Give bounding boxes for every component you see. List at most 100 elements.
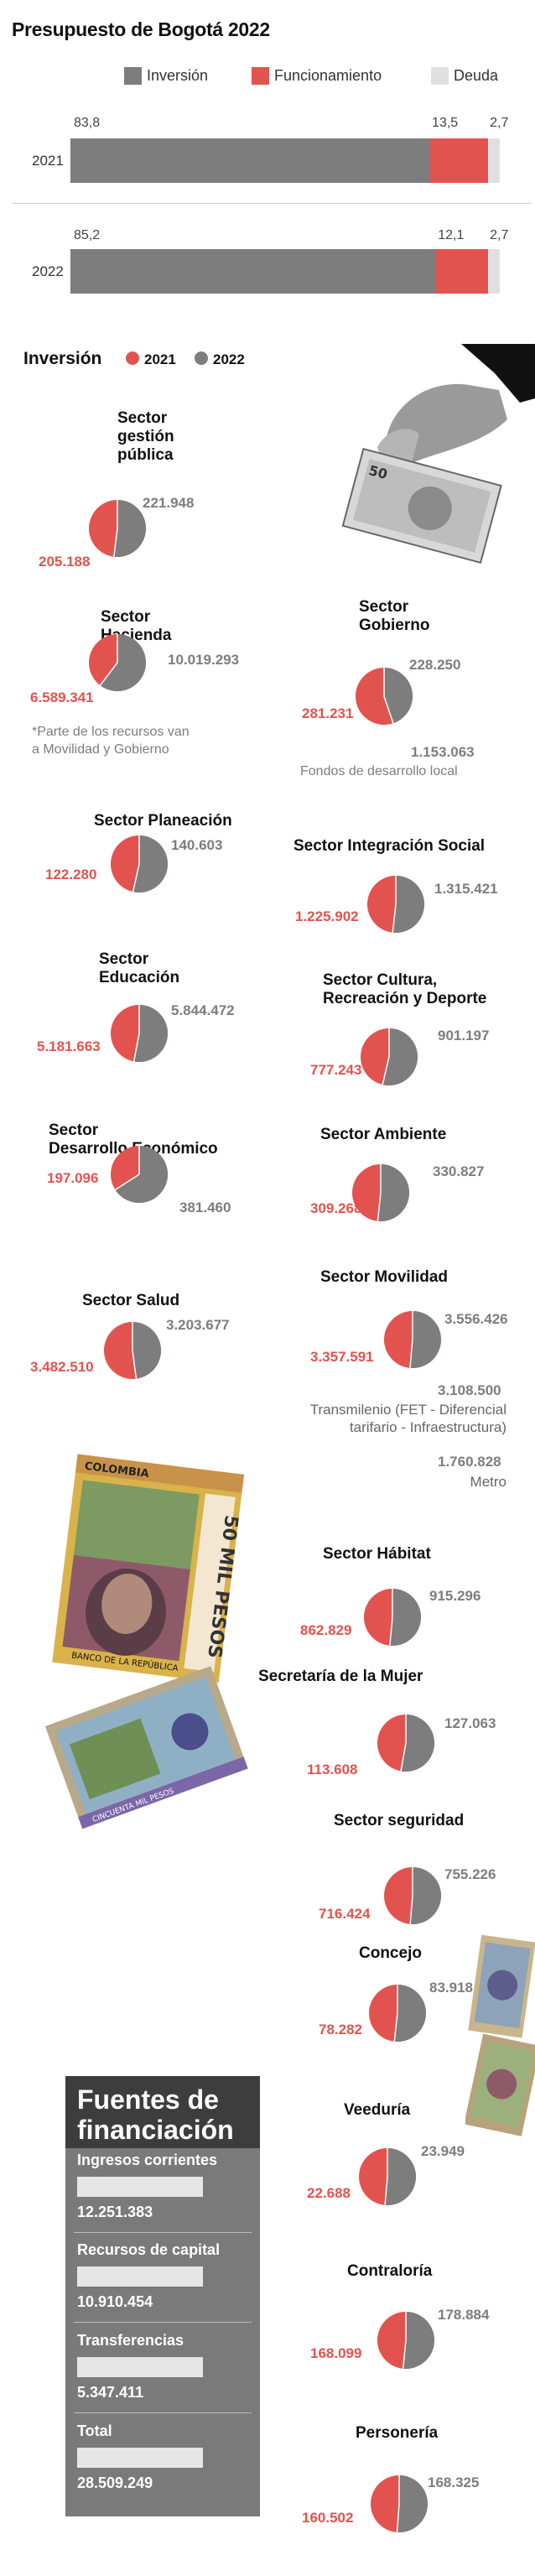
bar-value-label: 2,7 <box>490 116 509 130</box>
legend-label-2021: 2021 <box>144 351 176 367</box>
legend-swatch <box>124 67 142 85</box>
pie-value-2022: 83.918 <box>429 1980 473 1996</box>
pie-value-2022: 23.949 <box>421 2143 465 2159</box>
pie-slice-2022 <box>377 1164 409 1221</box>
pie-value-2021: 5.181.663 <box>37 1038 101 1054</box>
pie-1 <box>89 500 146 557</box>
pie-value-2022: 3.203.677 <box>166 1317 230 1333</box>
pie-value-2021: 22.688 <box>307 2185 351 2201</box>
pie-value-2022: 221.948 <box>143 495 195 511</box>
legend-swatch <box>252 67 269 85</box>
financing-item-label: Total <box>77 2422 112 2439</box>
pie-divider <box>400 1742 407 1772</box>
pie-slice-2022 <box>403 2312 434 2369</box>
pie-slice-2022 <box>397 2475 428 2532</box>
hand-holding-banknote-illustration: 50 <box>341 344 535 565</box>
pie-value-2022: 381.460 <box>179 1200 231 1215</box>
pie-divider <box>377 1192 382 1221</box>
pie-value-2021: 160.502 <box>302 2510 354 2526</box>
title-line: Educación <box>99 969 180 986</box>
legend-label: Inversión <box>147 67 209 84</box>
bar-segment-deuda <box>488 138 500 183</box>
pie-11 <box>384 1311 441 1368</box>
financing-separator <box>74 2322 252 2323</box>
pie-slice-2022 <box>385 2148 416 2205</box>
pie-value-2022: 10.019.293 <box>168 652 240 668</box>
sector-title-gestion: Sector gestión pública <box>117 409 174 465</box>
sector-title-ambiente: Sector Ambiente <box>320 1126 447 1143</box>
title-line: Sector <box>359 598 409 616</box>
pie-slice-2022 <box>113 500 146 557</box>
banknote-illustration: COLOMBIA 50 MIL PESOS BANCO DE LA REPÚBL… <box>44 1454 248 1829</box>
sector-title-habitat: Sector Hábitat <box>323 1545 431 1563</box>
pie-value-2022: 178.884 <box>438 2307 490 2323</box>
pie-divider <box>132 863 140 892</box>
pie-value-2022: 168.325 <box>428 2475 480 2490</box>
pie-divider <box>114 1174 140 1190</box>
bar-segment-deuda <box>488 249 500 294</box>
bar-segment-funcionamiento <box>430 138 489 183</box>
pie-slice-2022 <box>382 1028 418 1085</box>
pie-divider <box>132 1350 138 1379</box>
pie-14 <box>384 1867 441 1924</box>
pie-slice-2022 <box>392 876 424 933</box>
financing-item-bar <box>77 2448 203 2468</box>
pie-slice-2022 <box>132 1322 161 1379</box>
bar-segment-funcionamiento <box>436 249 489 294</box>
legend-label: Deuda <box>454 67 499 84</box>
movilidad-transmilenio-value: 3.108.500 <box>438 1382 501 1398</box>
note-line: a Movilidad y Gobierno <box>32 742 169 757</box>
sector-title-contraloria: Contraloría <box>347 2262 433 2280</box>
pie-slice-2022 <box>410 1867 441 1924</box>
financing-separator <box>74 2232 252 2233</box>
title-line: Sector Cultura, <box>323 971 438 989</box>
pie-divider <box>382 1056 390 1085</box>
pie-value-2021: 3.482.510 <box>30 1359 94 1375</box>
pie-value-2022: 330.827 <box>433 1163 485 1179</box>
pie-divider <box>384 2176 388 2205</box>
pie-divider <box>402 2339 407 2369</box>
financing-item-bar <box>77 2357 203 2377</box>
financing-heading: Fuentes de financiación <box>77 2084 234 2145</box>
title-line: Sector <box>101 608 151 626</box>
financing-item-value: 28.509.249 <box>77 2475 153 2491</box>
note-line: *Parte de los recursos van <box>32 725 190 739</box>
pie-value-2021: 309.268 <box>310 1200 362 1216</box>
legend-dot-2022 <box>195 351 208 365</box>
pie-slice-2022 <box>132 835 168 892</box>
sector-title-seguridad: Sector seguridad <box>334 1812 465 1829</box>
financing-item-bar <box>77 2266 203 2287</box>
legend-dot-2021 <box>126 351 139 365</box>
bar-value-label: 85,2 <box>74 228 101 242</box>
label-line: Transmilenio (FET - Diferencial <box>309 1402 506 1418</box>
financing-item-value: 10.910.454 <box>77 2293 153 2310</box>
pie-7 <box>361 1028 418 1085</box>
bar-segment-inversión <box>70 138 431 183</box>
sector-title-movilidad: Sector Movilidad <box>320 1268 449 1286</box>
legend-item-funcionamiento: Funcionamiento <box>252 67 382 85</box>
bar-value-label: 12,1 <box>438 228 465 242</box>
pie-divider <box>396 2503 400 2532</box>
financing-item-label: Recursos de capital <box>77 2241 221 2258</box>
pie-12 <box>364 1589 421 1646</box>
pie-divider <box>132 1033 140 1062</box>
pie-value-2022: 755.226 <box>444 1866 496 1882</box>
pie-value-2021: 122.280 <box>45 866 97 882</box>
page-title: Presupuesto de Bogotá 2022 <box>12 18 270 40</box>
pie-5 <box>367 876 424 933</box>
pie-value-2022: 901.197 <box>438 1028 490 1043</box>
pie-divider <box>383 695 394 724</box>
financing-item-value: 5.347.411 <box>77 2384 144 2401</box>
sector-title-educacion: Sector Educación <box>99 950 179 987</box>
financing-title: Fuentes de financiación <box>65 2076 260 2148</box>
pie-value-2021: 281.231 <box>302 705 354 721</box>
sector-title-concejo: Concejo <box>359 1944 422 1962</box>
legend-item-inversion: Inversión <box>124 67 208 85</box>
financing-item-label: Transferencias <box>77 2332 184 2349</box>
pie-divider <box>393 2012 398 2042</box>
pie-slice-2022 <box>384 668 413 724</box>
pie-value-2021: 113.608 <box>307 1762 358 1777</box>
financing-item-value: 12.251.383 <box>77 2204 153 2220</box>
legend-swatch <box>431 67 449 85</box>
sector-title-veeduria: Veeduría <box>344 2101 411 2119</box>
